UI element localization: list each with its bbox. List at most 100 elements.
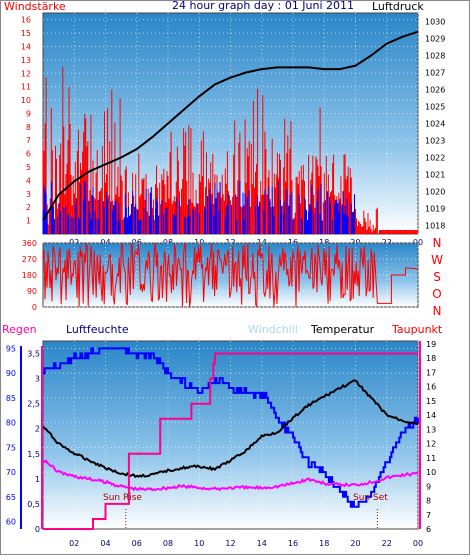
y-left-tick-label: 7 [26,136,31,145]
y-rain-tick-label: 0 [35,525,40,534]
x-tick-label: 20 [350,539,360,548]
sunrise-label: Sun Rise [103,493,142,503]
boeen-series [42,180,355,234]
y-right-tick-label: 1023 [425,137,445,146]
x-tick-label: 06 [132,539,142,548]
y-dir-tick-label: 270 [22,255,37,264]
taupunkt-label: Taupunkt [391,323,443,336]
y-temp-tick-label: 6 [426,525,431,534]
y-temp-tick-label: 16 [426,383,436,392]
compass-label: N [433,304,442,318]
y-humidity-tick-label: 70 [6,468,16,477]
y-temp-tick-label: 15 [426,397,436,406]
x-tick-label: 08 [163,539,173,548]
y-temp-tick-label: 7 [426,511,431,520]
y-temp-tick-label: 12 [426,440,436,449]
y-right-tick-label: 1022 [425,154,445,163]
x-tick-label: 12 [225,539,235,548]
y-temp-tick-label: 11 [426,454,436,463]
y-left-tick-label: 12 [21,69,31,78]
y-right-tick-label: 1025 [425,103,445,112]
y-right-tick-label: 1021 [425,171,445,180]
y-humidity-tick-label: 75 [6,443,16,452]
x-tick-label: 22 [382,539,392,548]
y-left-tick-label: 13 [21,56,31,65]
y-humidity-tick-label: 95 [6,344,16,353]
y-left-tick-label: 16 [21,16,31,25]
y-humidity-tick-label: 60 [6,518,16,527]
y-left-tick-label: 4 [26,176,31,185]
y-rain-tick-label: 2,5 [27,400,40,409]
x-tick-label: 02 [69,539,79,548]
compass-label: S [433,270,441,284]
temperatur-series [42,379,419,479]
windstarke-label: Windstärke [4,0,66,13]
y-humidity-tick-label: 90 [6,369,16,378]
y-humidity-tick-label: 65 [6,493,16,502]
y-left-tick-label: 14 [21,42,31,51]
y-rain-tick-label: 2 [35,425,40,434]
taupunkt-series [42,459,419,492]
y-dir-tick-label: 90 [27,287,37,296]
y-temp-tick-label: 14 [426,411,436,420]
wind-pressure-data [42,30,419,234]
y-right-tick-label: 1028 [425,52,445,61]
y-left-tick-label: 1 [26,217,31,226]
y-left-tick-label: 6 [26,150,31,159]
y-rain-tick-label: 3,5 [27,350,40,359]
x-tick-label: 18 [319,539,329,548]
luftfeuchte-series [43,347,419,508]
y-right-tick-label: 1027 [425,69,445,78]
y-right-tick-label: 1029 [425,35,445,44]
y-temp-tick-label: 9 [426,482,431,491]
y-left-tick-label: 2 [26,203,31,212]
y-rain-tick-label: 1 [35,475,40,484]
y-right-tick-label: 1024 [425,120,445,129]
y-temp-tick-label: 17 [426,368,436,377]
y-rain-tick-label: 0,5 [27,500,40,509]
windrichtung-series [42,242,419,308]
luftfeuchte-label: Luftfeuchte [66,323,129,336]
y-temp-tick-label: 8 [426,497,431,506]
temperatur-label: Temperatur [310,323,375,336]
humidity-temp-axes: 02 04 06 08 10 12 14 16 18 20 22 006065707580859095… [6,340,436,548]
y-left-tick-label: 3 [26,190,31,199]
y-rain-tick-label: 3 [35,375,40,384]
y-temp-tick-label: 19 [426,340,436,349]
x-tick-label: 14 [257,539,267,548]
y-dir-tick-label: 180 [22,271,37,280]
x-tick-label: 16 [288,539,298,548]
y-right-tick-label: 1018 [425,222,445,231]
regen-label: Regen [2,323,37,336]
x-tick-label: 00 [413,539,423,548]
compass-label: W [431,253,443,267]
humidity-temp-data [42,347,419,530]
y-left-tick-label: 5 [26,163,31,172]
chart-title: 24 hour graph day : 01 Juni 2011 [172,0,354,12]
y-left-tick-label: 15 [21,29,31,38]
regen-series [43,352,418,530]
compass-label: O [432,287,441,301]
y-humidity-tick-label: 85 [6,394,16,403]
x-tick-label: 10 [194,539,204,548]
luftdruck-series [42,30,419,221]
x-tick-label: 04 [100,539,110,548]
sunset-label: Sun Set [353,493,388,503]
humidity-temp-grid [43,341,419,529]
luftdruck-label: Luftdruck [372,0,424,13]
y-dir-tick-label: 360 [22,239,37,248]
y-right-tick-label: 1030 [425,18,445,27]
y-right-tick-label: 1020 [425,188,445,197]
y-humidity-tick-label: 80 [6,419,16,428]
y-right-tick-label: 1019 [425,205,445,214]
y-temp-tick-label: 13 [426,425,436,434]
y-left-tick-label: 11 [21,83,31,92]
y-left-tick-label: 8 [26,123,31,132]
windchill-label: Windchill [248,323,298,336]
compass-label: N [433,236,442,250]
y-dir-tick-label: 0 [32,303,37,312]
y-temp-tick-label: 18 [426,354,436,363]
